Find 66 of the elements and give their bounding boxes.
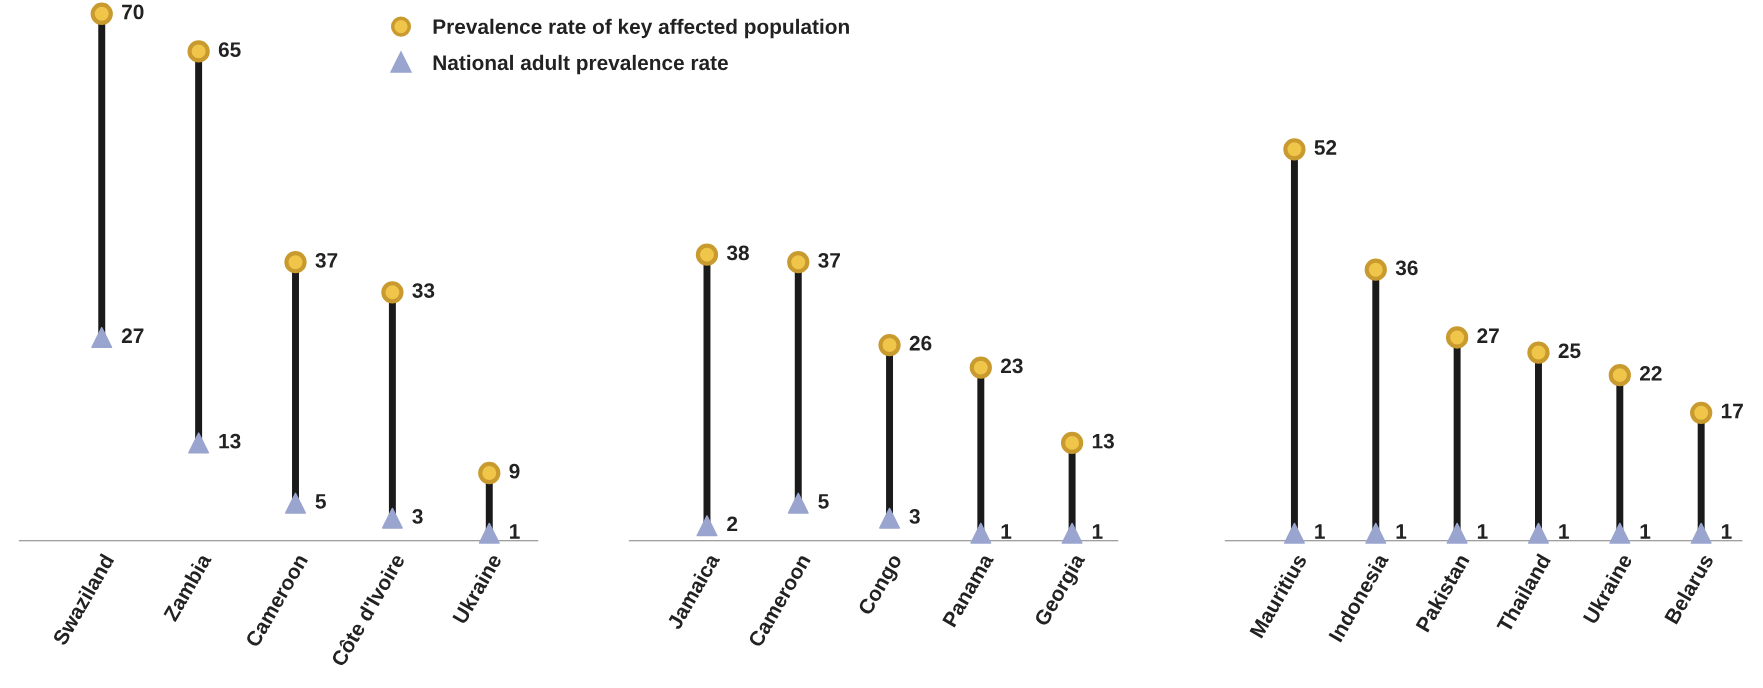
data-label: 5 xyxy=(315,494,326,509)
data-label: 1 xyxy=(1092,524,1103,539)
point xyxy=(1609,522,1631,544)
point xyxy=(1365,522,1387,544)
point xyxy=(879,507,901,529)
data-label: 2 xyxy=(727,516,738,532)
data-label: 27 xyxy=(1477,328,1499,343)
data-label: 1 xyxy=(1001,524,1012,539)
data-label: 37 xyxy=(818,253,840,268)
point xyxy=(1690,401,1713,424)
point xyxy=(284,251,307,274)
legend-label: National adult prevalence rate xyxy=(433,54,728,75)
point xyxy=(91,326,113,349)
data-label: 1 xyxy=(1721,524,1732,539)
data-label: 17 xyxy=(1721,403,1743,419)
data-label: 33 xyxy=(412,283,435,298)
point xyxy=(90,2,113,25)
data-label: 23 xyxy=(1000,358,1023,374)
data-label: 25 xyxy=(1558,343,1581,359)
data-label: 1 xyxy=(1396,524,1407,539)
data-label: 9 xyxy=(509,463,520,479)
point xyxy=(787,251,810,274)
point xyxy=(696,515,718,537)
point xyxy=(1527,522,1549,544)
point xyxy=(969,356,992,379)
data-label: 27 xyxy=(121,328,144,343)
point xyxy=(478,461,501,485)
point xyxy=(381,507,403,529)
data-label: 22 xyxy=(1639,365,1662,381)
data-label: 5 xyxy=(818,494,829,509)
data-label: 1 xyxy=(1640,524,1651,539)
data-label: 38 xyxy=(726,245,749,261)
point xyxy=(1061,522,1083,544)
data-label: 1 xyxy=(1315,524,1325,539)
point xyxy=(1608,363,1631,387)
data-label: 13 xyxy=(219,433,241,449)
point xyxy=(1364,258,1387,281)
point xyxy=(1283,522,1305,544)
point xyxy=(284,492,307,514)
point xyxy=(187,40,210,63)
point xyxy=(478,522,500,544)
point xyxy=(787,492,809,514)
point xyxy=(1060,431,1084,455)
data-label: 52 xyxy=(1314,140,1337,155)
data-label: 65 xyxy=(218,42,241,57)
point xyxy=(878,333,901,357)
point xyxy=(970,522,992,544)
point xyxy=(1283,138,1306,161)
point xyxy=(1690,522,1712,544)
point xyxy=(1446,522,1468,544)
data-label: 36 xyxy=(1395,260,1418,276)
data-label: 70 xyxy=(122,4,144,20)
point xyxy=(1527,341,1550,364)
data-label: 37 xyxy=(315,253,338,268)
data-label: 3 xyxy=(412,509,423,524)
point xyxy=(381,281,404,304)
point xyxy=(1445,326,1469,349)
data-label: 13 xyxy=(1092,433,1114,449)
legend-label: Prevalence rate of key affected population xyxy=(433,18,849,39)
data-label: 1 xyxy=(1477,524,1488,539)
point xyxy=(695,243,719,266)
data-label: 26 xyxy=(909,335,932,351)
data-label: 1 xyxy=(510,524,520,539)
data-label: 1 xyxy=(1559,524,1569,539)
point xyxy=(188,432,210,454)
data-label: 3 xyxy=(909,509,920,524)
